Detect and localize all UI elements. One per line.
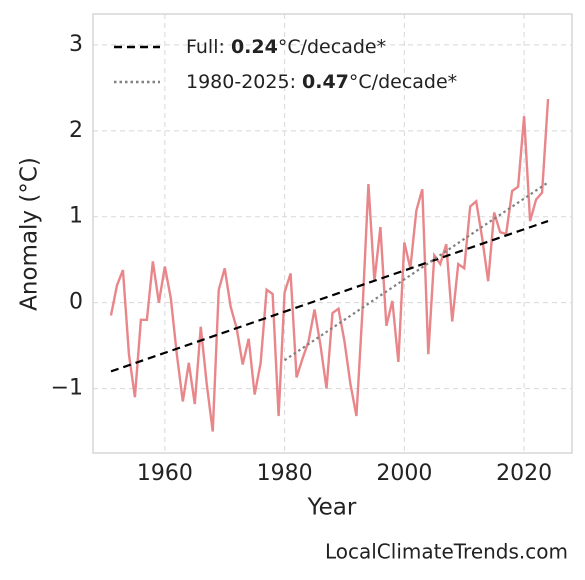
y-axis-label: Anomaly (°C) xyxy=(17,157,43,311)
x-tick-label: 2020 xyxy=(496,461,552,486)
series-line xyxy=(109,98,550,432)
source: LocalClimateTrends.com xyxy=(325,540,568,564)
legend-text-part: 0.47 xyxy=(302,71,349,93)
legend-text-part: 0.24 xyxy=(231,36,278,58)
legend-label: Full: 0.24°C/decade* xyxy=(186,36,386,58)
y-tick-label: 2 xyxy=(69,118,83,143)
legend-text-part: °C/decade* xyxy=(349,71,457,93)
legend-text-part: Full: xyxy=(186,36,231,58)
legend-text-part: 1980-2025: xyxy=(186,71,302,93)
x-tick-label: 2000 xyxy=(376,461,432,486)
y-tick-label: 3 xyxy=(69,32,83,57)
y-tick-label: −1 xyxy=(51,376,83,401)
plot-frame xyxy=(92,13,573,454)
series-line xyxy=(283,181,549,362)
x-axis-label: Year xyxy=(307,495,357,521)
legend-text-part: °C/decade* xyxy=(278,36,386,58)
y-tick-label: 0 xyxy=(69,290,83,315)
x-tick-label: 1960 xyxy=(137,461,193,486)
y-tick-label: 1 xyxy=(69,204,83,229)
x-tick-label: 1980 xyxy=(257,461,313,486)
legend-label: 1980-2025: 0.47°C/decade* xyxy=(186,71,457,93)
